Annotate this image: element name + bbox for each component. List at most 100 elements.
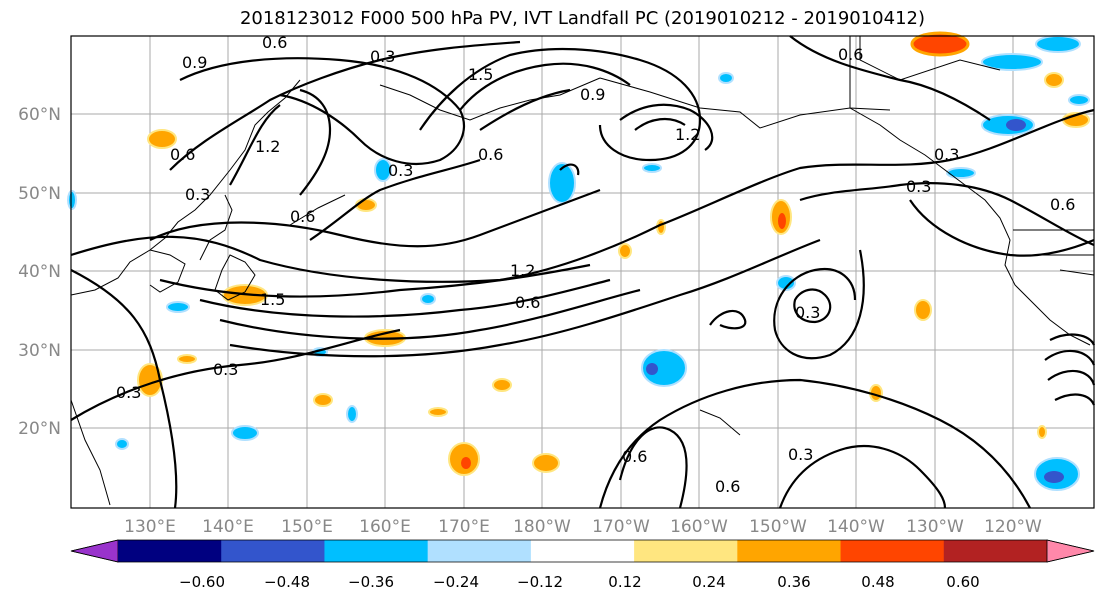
lon-label: 120°W — [984, 517, 1042, 537]
contour-label: 1.2 — [675, 125, 700, 144]
colorbar-segment — [840, 540, 945, 562]
positive-anomaly — [428, 407, 448, 417]
latitude-labels: 60°N 50°N 40°N 30°N 20°N — [18, 105, 61, 439]
contour-label: 0.3 — [934, 145, 959, 164]
contour-label: 0.6 — [478, 145, 503, 164]
negative-anomaly — [946, 167, 976, 179]
contour-labels: 0.9 0.3 0.6 1.2 0.3 0.6 0.3 1.5 0.6 0.9 … — [116, 33, 1075, 496]
colorbar-tick-label: 0.60 — [946, 573, 979, 591]
positive-anomaly — [914, 299, 932, 321]
contour-label: 0.3 — [906, 177, 931, 196]
contour-label: 1.5 — [468, 65, 493, 84]
negative-anomaly — [776, 275, 796, 291]
contour-line — [793, 288, 832, 324]
lat-label: 50°N — [18, 184, 61, 204]
contour-line — [709, 309, 747, 330]
contour-line — [909, 199, 1095, 257]
lon-label: 180°W — [513, 517, 571, 537]
contour-label: 0.3 — [388, 161, 413, 180]
map-title: 2018123012 F000 500 hPa PV, IVT Landfall… — [239, 8, 926, 29]
contour-line — [778, 445, 947, 509]
contour-label: 0.3 — [213, 360, 238, 379]
contour-label: 0.6 — [290, 207, 315, 226]
colorbar-tick-label: −0.48 — [264, 573, 310, 591]
colorbar-segment — [427, 540, 532, 562]
colorbar — [70, 539, 1095, 563]
contour-label: 0.3 — [795, 303, 820, 322]
colorbar-segment — [737, 540, 842, 562]
contour-label: 0.3 — [370, 47, 395, 66]
lat-label: 20°N — [18, 419, 61, 439]
contour-line — [70, 108, 1095, 283]
negative-anomaly — [1035, 35, 1081, 53]
contour-label: 0.3 — [185, 185, 210, 204]
map-area — [71, 36, 1094, 508]
positive-anomaly — [532, 453, 560, 473]
contour-line — [789, 35, 991, 121]
contour-line — [559, 163, 580, 176]
contour-label: 0.6 — [1050, 195, 1075, 214]
lon-label: 160°E — [359, 517, 411, 537]
colorbar-ticks: −0.60 −0.48 −0.36 −0.24 −0.12 0.12 0.24 … — [179, 573, 980, 591]
contour-line — [773, 249, 865, 360]
negative-anomaly — [67, 190, 77, 210]
colorbar-segment — [943, 540, 1048, 562]
positive-anomaly — [313, 393, 333, 407]
contour-line — [229, 104, 281, 186]
positive-anomaly — [177, 354, 197, 364]
colorbar-tick-label: −0.60 — [179, 573, 225, 591]
positive-anomaly — [147, 129, 177, 149]
negative-anomaly-core — [1044, 471, 1064, 483]
colorbar-extend-low — [70, 539, 119, 563]
lon-label: 170°W — [592, 517, 650, 537]
positive-anomaly — [1037, 425, 1047, 439]
contour-line — [179, 57, 465, 165]
negative-anomaly — [718, 72, 734, 84]
negative-anomaly — [981, 53, 1043, 71]
contour-line — [1054, 393, 1096, 406]
contour-line — [1044, 349, 1096, 366]
contour-label: 0.9 — [580, 85, 605, 104]
contour-line — [634, 117, 686, 131]
contour-line — [70, 328, 401, 421]
colorbar-tick-label: 0.12 — [608, 573, 641, 591]
negative-anomaly-core — [1006, 119, 1026, 131]
positive-anomaly-core — [461, 457, 471, 469]
positive-anomaly — [355, 198, 377, 212]
lon-label: 150°W — [749, 517, 807, 537]
positive-anomaly — [910, 31, 970, 57]
positive-anomaly-core — [778, 213, 786, 229]
contour-line — [229, 238, 821, 358]
contour-label: 0.6 — [515, 293, 540, 312]
colorbar-outline — [70, 539, 1095, 563]
contour-line — [1049, 333, 1096, 346]
negative-anomaly — [346, 405, 358, 423]
lon-label: 140°W — [827, 517, 885, 537]
map-frame — [70, 35, 1095, 509]
colorbar-segment — [530, 540, 635, 562]
contour-label: 0.3 — [788, 445, 813, 464]
colorbar-tick-label: −0.12 — [517, 573, 563, 591]
contour-line — [309, 158, 481, 241]
contour-line — [149, 188, 601, 248]
ivt-shading — [67, 31, 1090, 491]
contour-line — [799, 182, 1095, 247]
negative-anomaly — [642, 163, 662, 173]
colorbar-tick-label: −0.24 — [433, 573, 479, 591]
contour-label: 0.6 — [715, 477, 740, 496]
lat-label: 40°N — [18, 262, 61, 282]
lat-label: 60°N — [18, 105, 61, 125]
negative-anomaly — [548, 162, 576, 204]
negative-anomaly — [1068, 94, 1090, 106]
colorbar-segment — [118, 540, 222, 562]
negative-anomaly — [641, 349, 687, 387]
contour-line — [1047, 369, 1096, 386]
longitude-labels: 130°E 140°E 150°E 160°E 170°E 180°W 170°… — [124, 517, 1042, 537]
negative-anomaly — [374, 158, 392, 182]
contour-line — [459, 62, 631, 111]
positive-anomaly — [1044, 72, 1064, 88]
contour-label: 0.3 — [116, 383, 141, 402]
contour-label: 0.6 — [622, 447, 647, 466]
lat-label: 30°N — [18, 341, 61, 361]
contour-line — [219, 288, 641, 340]
